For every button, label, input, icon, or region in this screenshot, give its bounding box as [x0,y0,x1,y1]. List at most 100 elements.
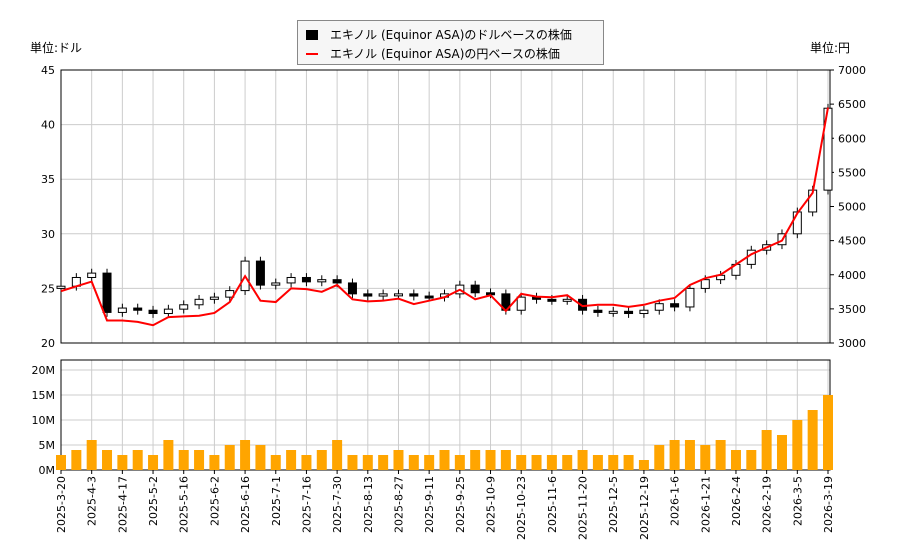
x-tick-label: 2025-10-9 [485,476,498,533]
x-tick-label: 2025-10-23 [515,476,528,540]
volume-bar [209,455,220,470]
x-tick-label: 2025-6-2 [208,476,221,526]
y-tick-label-jpy: 5000 [838,201,866,214]
x-tick-label: 2025-7-1 [270,476,283,526]
yen-price-line [60,107,829,327]
candle-body [87,272,97,278]
candle-body [163,308,173,315]
volume-bar [562,455,573,470]
candle-body [424,295,434,299]
volume-bar [531,455,542,470]
volume-bar [592,455,603,470]
y-tick-label-volume: 20M [32,364,56,377]
volume-bar [684,440,695,470]
x-tick-label: 2025-9-25 [454,476,467,533]
volume-bar [102,450,113,470]
x-tick-label: 2026-1-6 [669,476,682,526]
candle-body [608,310,618,314]
y-tick-label-usd: 25 [41,282,55,295]
x-tick-label: 2025-7-16 [300,476,313,533]
volume-bar [224,445,235,470]
x-tick-label: 2025-8-13 [362,476,375,533]
left-unit-label: 単位:ドル [30,41,83,55]
volume-bar [194,450,205,470]
volume-bar [332,440,343,470]
x-tick-label: 2025-3-20 [55,476,68,533]
volume-bar [546,455,557,470]
x-tick-label: 2026-1-21 [699,476,712,533]
candle-body [639,309,649,315]
main-plot-frame [60,69,831,344]
y-tick-label-jpy: 3500 [838,303,866,316]
candle-body [685,287,695,308]
candle-body [56,285,66,289]
volume-bar [746,450,757,470]
volume-bar [362,455,373,470]
volume-bar [270,455,281,470]
legend-swatch-usd [306,29,318,40]
candle-body [624,310,634,315]
volume-bar [761,430,772,470]
candle-body [347,282,357,295]
volume-bar [163,440,174,470]
x-tick-label: 2026-2-19 [761,476,774,533]
candle-body [148,309,158,315]
volume-bar [86,440,97,470]
x-tick-label: 2025-4-3 [86,476,99,526]
y-tick-label-jpy: 4000 [838,269,866,282]
volume-bar [669,440,680,470]
volume-bar [393,450,404,470]
y-tick-label-volume: 10M [32,414,56,427]
x-tick-label: 2025-11-20 [577,476,590,540]
candle-body [578,298,588,311]
volume-bar [316,450,327,470]
volume-bar [347,455,358,470]
candle-body [654,303,664,311]
candle-body [593,309,603,313]
x-tick-label: 2025-9-11 [423,476,436,533]
volume-bar [424,455,435,470]
y-tick-label-usd: 30 [41,228,55,241]
x-tick-label: 2026-2-4 [730,476,743,526]
y-tick-label-volume: 15M [32,389,56,402]
volume-bar [408,455,419,470]
candle-body [317,279,327,283]
x-tick-label: 2025-12-19 [638,476,651,540]
volume-bar [71,450,82,470]
candle-body [363,293,373,297]
volume-bar [132,450,143,470]
y-tick-label-usd: 35 [41,173,55,186]
y-tick-label-usd: 40 [41,119,55,132]
volume-bar [301,455,312,470]
candle-body [700,279,710,289]
right-unit-label: 単位:円 [810,41,851,55]
x-tick-label: 2026-3-5 [791,476,804,526]
candle-body [516,296,526,311]
volume-bar [255,445,266,470]
volume-bar [178,450,189,470]
legend-jpy: エキノル (Equinor ASA)の円ベースの株価 [330,47,560,61]
candle-body [301,276,311,283]
volume-bar [240,440,251,470]
y-tick-label-usd: 20 [41,337,55,350]
volume-bar [654,445,665,470]
y-tick-label-volume: 5M [39,439,56,452]
candle-body [562,298,572,302]
x-tick-label: 2025-5-16 [178,476,191,533]
candle-body [393,293,403,297]
y-tick-label-jpy: 6000 [838,132,866,145]
candle-body [209,296,219,300]
x-tick-label: 2025-12-5 [607,476,620,533]
candle-body [133,307,143,311]
x-tick-label: 2025-7-30 [331,476,344,533]
volume-bar [638,460,649,470]
volume-bar [439,450,450,470]
volume-bar [823,395,833,470]
x-tick-label: 2026-3-19 [822,476,835,533]
volume-bar [516,455,527,470]
volume-bar [378,455,389,470]
volume-bar [117,455,128,470]
candle-body [409,293,419,297]
